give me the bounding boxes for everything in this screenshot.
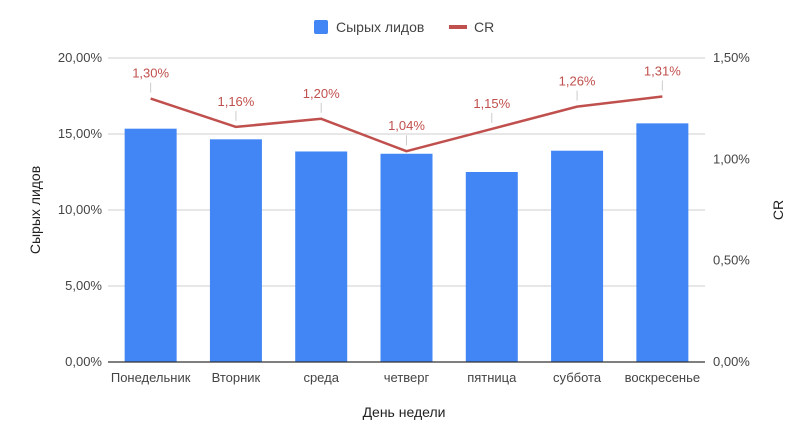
y-tick-label-left: 5,00%	[65, 278, 102, 293]
legend-swatch-bar	[314, 20, 328, 34]
cr-data-label: 1,31%	[644, 64, 681, 79]
y-tick-label-left: 15,00%	[58, 126, 103, 141]
cr-line	[150, 95, 663, 153]
bar	[636, 123, 689, 362]
y-tick-label-left: 10,00%	[58, 202, 103, 217]
y-axis-title-right: CR	[770, 200, 786, 220]
line-series	[150, 95, 663, 153]
bar	[295, 151, 348, 362]
cr-data-label: 1,04%	[388, 118, 425, 133]
y-tick-label-right: 0,00%	[713, 354, 750, 369]
x-tick-label: суббота	[553, 370, 602, 385]
legend-label-line: CR	[474, 19, 494, 35]
legend-swatch-line	[449, 25, 467, 29]
y-tick-label-right: 1,00%	[713, 151, 750, 166]
cr-data-label: 1,26%	[559, 74, 596, 89]
y-tick-label-right: 1,50%	[713, 50, 750, 65]
legend: Сырых лидов CR	[314, 19, 494, 35]
x-tick-label: среда	[303, 370, 339, 385]
x-tick-label: пятница	[467, 370, 517, 385]
x-tick-label: Вторник	[212, 370, 261, 385]
cr-data-label: 1,30%	[132, 66, 169, 81]
cr-data-label: 1,15%	[473, 96, 510, 111]
x-tick-label: Понедельник	[111, 370, 191, 385]
bar	[209, 139, 262, 362]
data-labels: 1,30% 1,16% 1,20% 1,04% 1,15% 1,26% 1,31%	[132, 64, 681, 146]
legend-label-bar: Сырых лидов	[336, 19, 424, 35]
cr-data-label: 1,20%	[303, 86, 340, 101]
bar	[465, 172, 518, 362]
x-axis-title: День недели	[363, 404, 446, 420]
bar	[551, 150, 604, 362]
bar	[124, 128, 177, 362]
y-axis-title-left: Сырых лидов	[27, 166, 43, 254]
y-tick-label-left: 20,00%	[58, 50, 103, 65]
y-tick-label-right: 0,50%	[713, 253, 750, 268]
axes: 0,00% 5,00% 10,00% 15,00% 20,00% 0,00% 0,50% 1,…	[27, 50, 786, 420]
bar-series	[124, 123, 689, 362]
y-tick-label-left: 0,00%	[65, 354, 102, 369]
x-tick-label: четверг	[384, 370, 430, 385]
cr-data-label: 1,16%	[217, 94, 254, 109]
bar	[380, 153, 433, 362]
x-tick-label: воскресенье	[625, 370, 701, 385]
